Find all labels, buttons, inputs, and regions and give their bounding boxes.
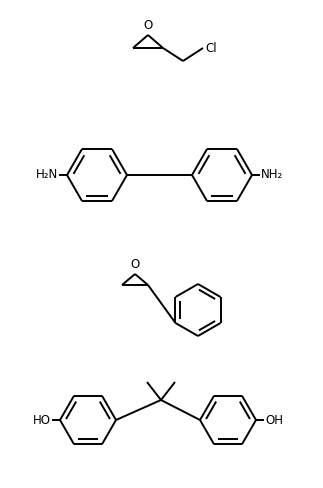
Text: OH: OH <box>265 413 283 427</box>
Text: Cl: Cl <box>205 41 217 55</box>
Text: HO: HO <box>33 413 51 427</box>
Text: O: O <box>143 19 153 32</box>
Text: H₂N: H₂N <box>36 168 58 182</box>
Text: NH₂: NH₂ <box>261 168 283 182</box>
Text: O: O <box>130 258 140 271</box>
